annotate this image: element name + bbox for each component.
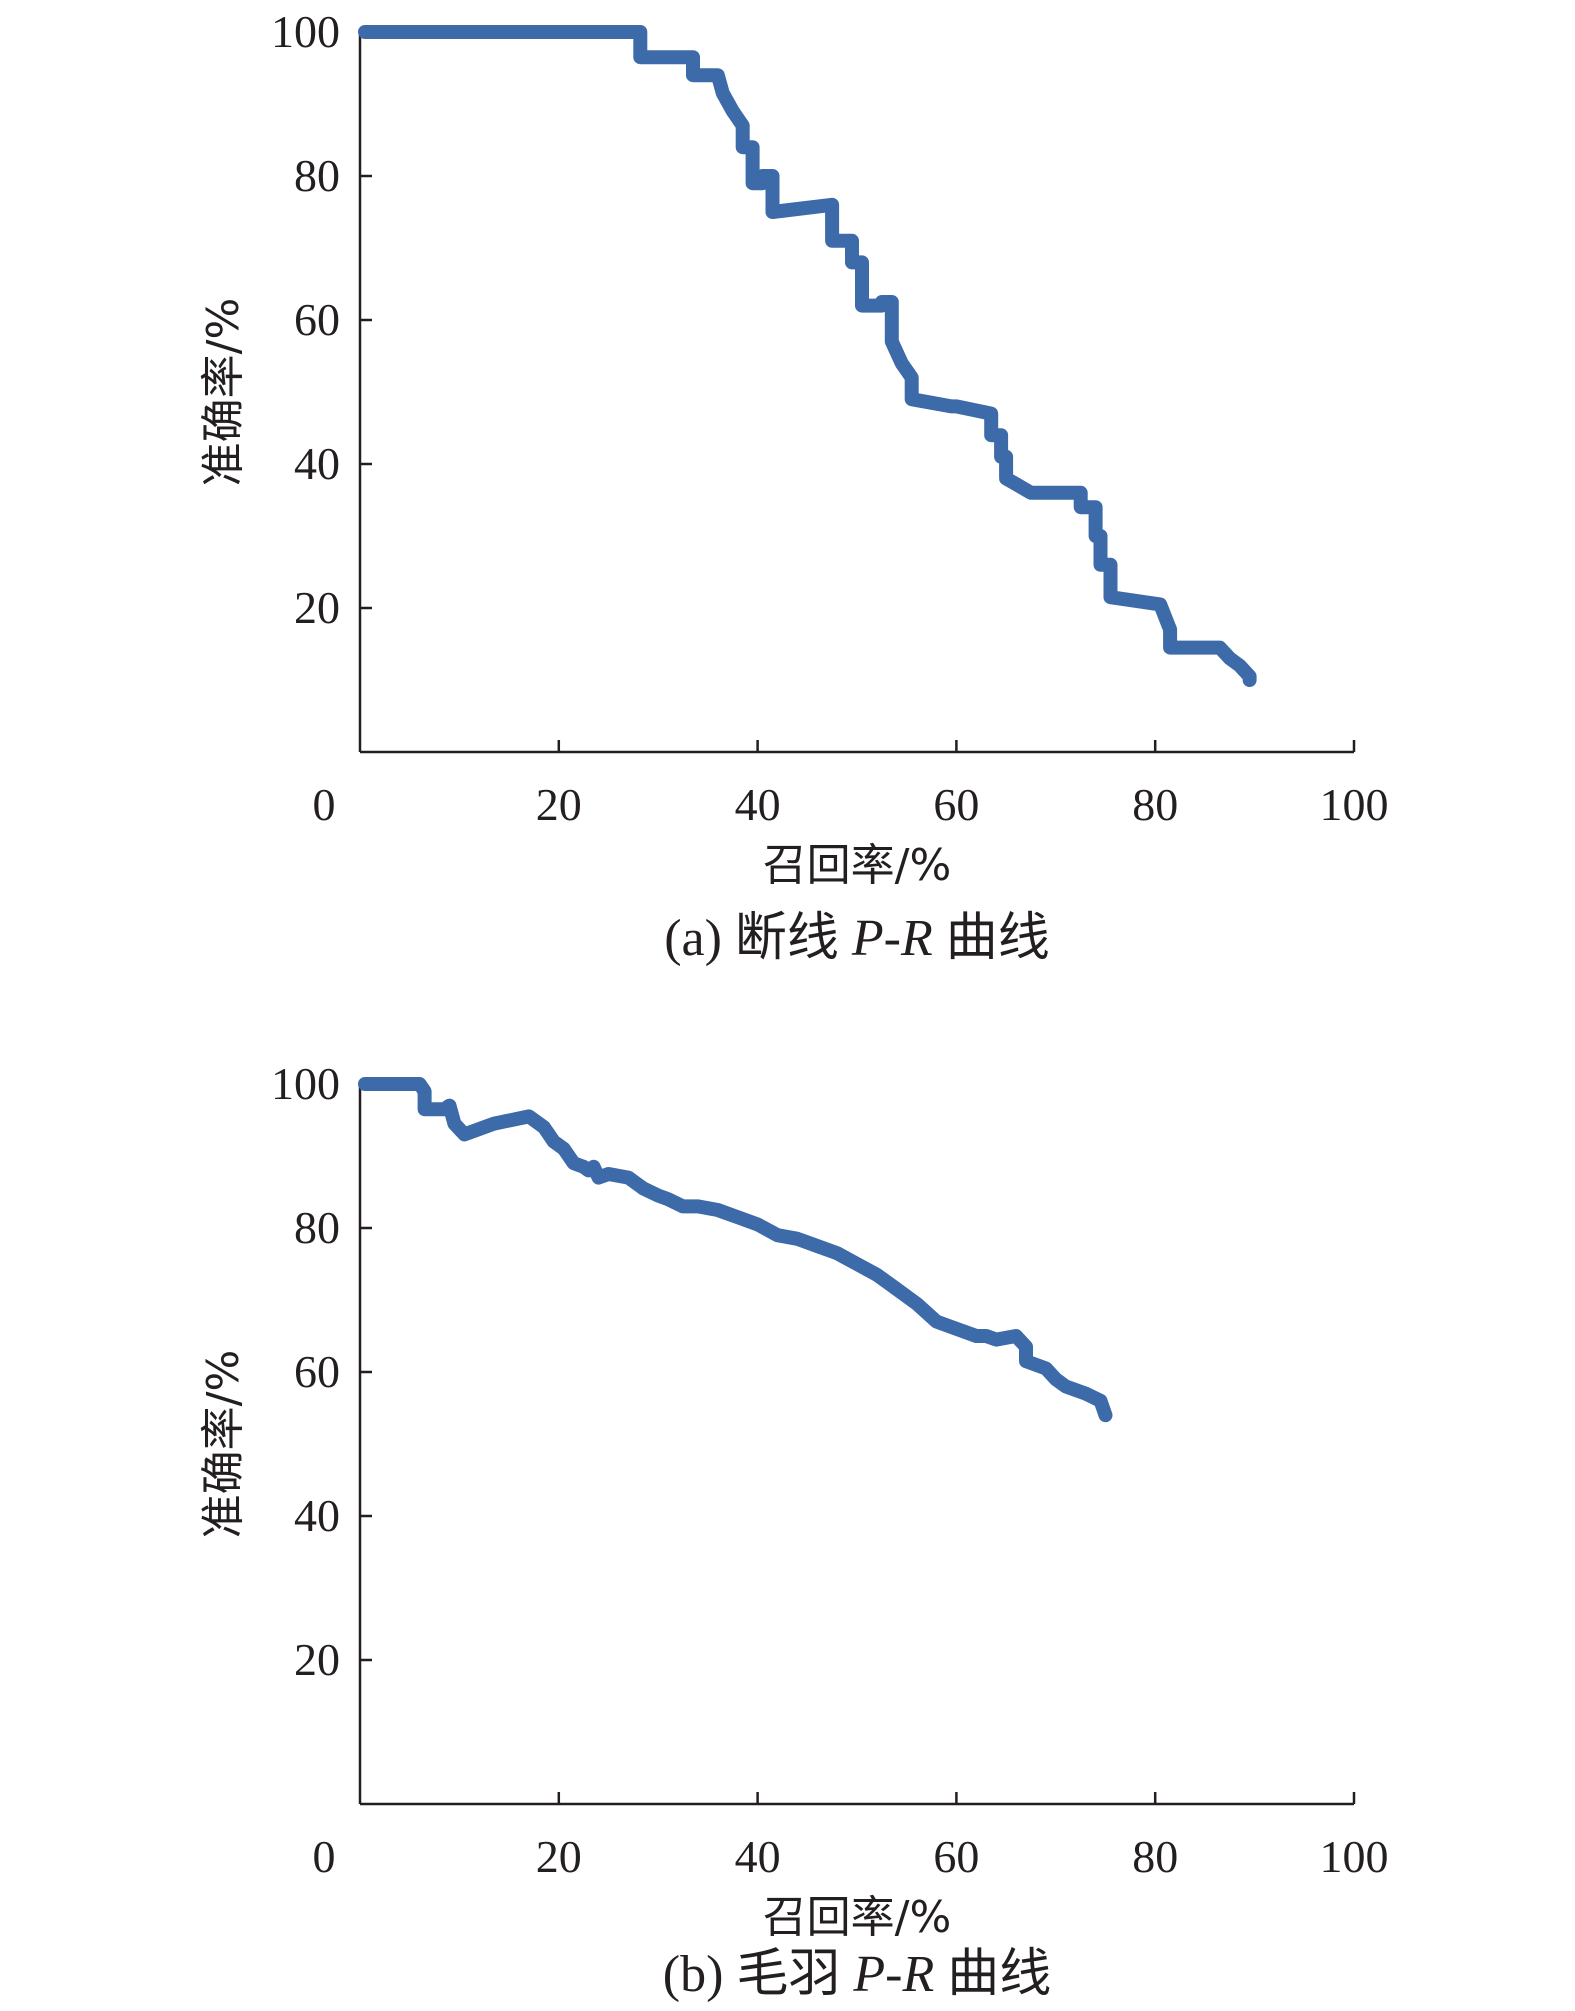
y-tick-label: 20: [294, 1634, 340, 1685]
caption-prefix: (a) 断线: [664, 910, 852, 967]
y-tick-label: 60: [294, 294, 340, 345]
y-tick-label: 80: [294, 150, 340, 201]
x-tick-label: 20: [536, 1831, 582, 1882]
y-tick-label: 20: [294, 582, 340, 633]
pr-curve-series: [358, 25, 1257, 687]
y-tick-label: 60: [294, 1346, 340, 1397]
y-axis-title: 准确率/%: [198, 1350, 249, 1539]
y-tick-label: 100: [271, 6, 340, 57]
x-tick-label: 40: [735, 779, 781, 830]
x-tick-label: 60: [933, 1831, 979, 1882]
pr-chart-b: 0 20 40 60 80 100 20 40 60 80 100 召回率/% 准确率/% (b) …: [198, 1058, 1389, 2003]
chart-caption: (a) 断线 P-R 曲线: [664, 910, 1050, 967]
x-axis-title: 召回率/%: [763, 840, 952, 891]
x-tick-label: 100: [1320, 1831, 1389, 1882]
caption-suffix: 曲线: [933, 910, 1050, 967]
y-tick-label: 40: [294, 438, 340, 489]
caption-italic: P-R: [851, 910, 933, 967]
axes: [358, 1084, 1354, 1806]
x-tick-label: 40: [735, 1831, 781, 1882]
y-tick-label: 100: [271, 1058, 340, 1109]
caption-prefix: (b) 毛羽: [663, 1946, 854, 2003]
y-tick-label: 40: [294, 1490, 340, 1541]
y-axis-title: 准确率/%: [198, 298, 249, 487]
x-tick-label: 80: [1132, 779, 1178, 830]
pr-chart-a: 0 20 40 60 80 100 20 40 60 80 100 召回率/% 准确率/% (a) …: [198, 6, 1389, 967]
pr-curve-series: [358, 1077, 1113, 1423]
x-tick-label: 0: [313, 1831, 336, 1882]
chart-panel-b: 0 20 40 60 80 100 20 40 60 80 100 召回率/% 准确率/% (b) …: [0, 1011, 1575, 2011]
chart-panel-a: 0 20 40 60 80 100 20 40 60 80 100 召回率/% 准确率/% (a) …: [0, 0, 1575, 1000]
x-tick-label: 60: [933, 779, 979, 830]
y-tick-label: 80: [294, 1202, 340, 1253]
x-tick-label: 80: [1132, 1831, 1178, 1882]
caption-italic: P-R: [852, 1946, 934, 2003]
axes: [358, 32, 1354, 754]
caption-suffix: 曲线: [934, 1946, 1051, 2003]
chart-caption: (b) 毛羽 P-R 曲线: [663, 1946, 1052, 2003]
x-tick-label: 100: [1320, 779, 1389, 830]
x-tick-label: 0: [313, 779, 336, 830]
x-axis-title: 召回率/%: [763, 1892, 952, 1943]
x-tick-label: 20: [536, 779, 582, 830]
